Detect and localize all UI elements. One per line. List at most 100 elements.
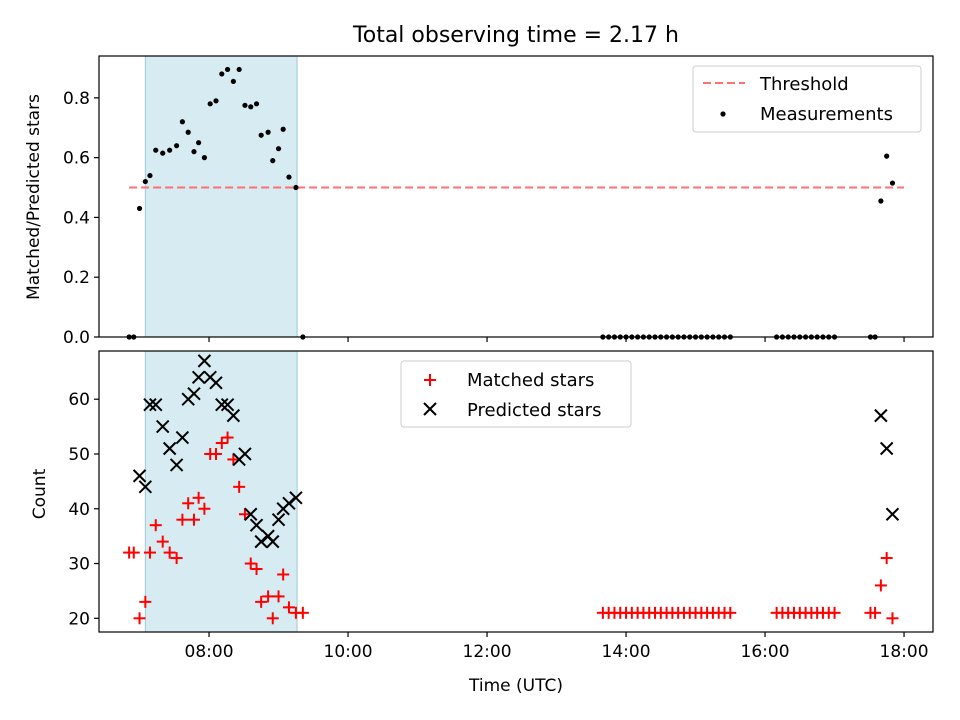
bottom-matched-stars-point: [227, 453, 240, 466]
bottom-predicted-stars-point: [226, 408, 241, 423]
bottom-matched-stars-point: [133, 612, 146, 625]
bottom-predicted-stars-point: [244, 507, 258, 521]
bottom-x-tick-label: 08:00: [185, 642, 234, 662]
top-measurements-point: [196, 140, 202, 146]
bottom-predicted-stars-point: [271, 513, 286, 527]
top-y-tick-label: 0.2: [63, 268, 90, 288]
bottom-y-tick-label: 40: [68, 500, 90, 520]
top-y-tick-label: 0.4: [63, 208, 90, 228]
bottom-matched-stars-point: [277, 568, 290, 581]
top-measurements-point: [878, 198, 884, 204]
bottom-panel-y-axis-label: Count: [30, 468, 50, 519]
top-measurements-point: [136, 205, 143, 212]
bottom-predicted-stars-point: [874, 408, 888, 423]
bottom-matched-stars-point: [272, 590, 285, 603]
bottom-predicted-stars-point: [238, 447, 252, 461]
bottom-matched-stars-point: [238, 508, 251, 521]
top-legend-threshold-label: Threshold: [759, 74, 849, 95]
bottom-y-tick-label: 60: [68, 390, 90, 410]
top-measurements-point: [293, 184, 299, 191]
top-measurements-point: [167, 147, 173, 153]
bottom-matched-stars-point: [724, 606, 737, 619]
bottom-matched-stars-point: [221, 431, 234, 444]
bottom-predicted-stars-point: [254, 534, 268, 549]
bottom-predicted-stars-point: [220, 397, 235, 412]
top-panel: 0.00.20.40.60.8 Matched/Predicted stars …: [24, 55, 934, 348]
bottom-matched-stars-point: [874, 579, 887, 592]
top-measurements-point: [142, 178, 148, 185]
bottom-predicted-stars-point: [132, 469, 147, 483]
top-panel-legend: Threshold Measurements: [692, 65, 922, 133]
top-measurements-point: [179, 119, 185, 125]
bottom-x-tick-label: 14:00: [602, 642, 651, 662]
bottom-predicted-stars-point: [156, 419, 170, 434]
bottom-panel-legend: Matched stars Predicted stars: [400, 360, 632, 428]
top-measurements-point: [270, 158, 276, 164]
bottom-predicted-stars-point: [289, 491, 303, 505]
bottom-predicted-stars-point: [191, 370, 206, 384]
bottom-matched-stars-point: [250, 563, 263, 576]
top-measurements-point: [280, 126, 286, 132]
top-legend-measurements-swatch: [720, 111, 726, 117]
top-panel-frame: [98, 55, 934, 338]
bottom-predicted-stars-point: [162, 441, 177, 456]
top-measurements-point: [191, 149, 197, 155]
top-panel-y-axis-label: Matched/Predicted stars: [24, 94, 44, 300]
bottom-matched-stars-point: [869, 606, 882, 619]
top-measurements-point: [265, 129, 271, 135]
top-measurements-point: [219, 71, 225, 77]
bottom-matched-stars-point: [215, 437, 228, 450]
bottom-predicted-stars-point: [175, 430, 190, 445]
bottom-matched-stars-point: [176, 513, 189, 526]
bottom-panel-frame: [98, 350, 934, 633]
top-measurements-point: [286, 174, 292, 180]
top-measurements-point: [275, 146, 282, 152]
bottom-panel: 08:00 10:00 12:00 14:00 16:00 18:00 20 30 40 50 6…: [30, 350, 934, 696]
bottom-predicted-stars-point: [215, 397, 229, 412]
top-y-tick-label: 0.0: [63, 328, 90, 348]
top-measurements-point: [207, 101, 213, 107]
bottom-matched-stars-point: [282, 601, 295, 614]
top-legend-measurements-label: Measurements: [760, 104, 893, 125]
bottom-predicted-stars-point: [266, 534, 280, 549]
bottom-predicted-stars-point: [879, 441, 894, 456]
bottom-panel-shaded-region: [145, 351, 298, 632]
bottom-matched-stars-point: [156, 535, 169, 548]
bottom-matched-stars-point: [255, 595, 268, 608]
top-measurements-point: [889, 180, 896, 186]
top-measurements-point: [884, 153, 890, 159]
bottom-x-tick-label: 18:00: [880, 642, 929, 662]
bottom-predicted-stars-point: [197, 354, 212, 368]
bottom-predicted-stars-point: [169, 458, 184, 472]
bottom-matched-stars-point: [244, 557, 257, 570]
bottom-legend-matched-label: Matched stars: [467, 370, 594, 391]
top-measurements-point: [147, 172, 153, 179]
bottom-matched-stars-point: [266, 612, 279, 625]
top-measurements-point: [248, 104, 254, 110]
top-measurements-point: [242, 102, 248, 108]
top-measurements-point: [201, 155, 208, 161]
bottom-matched-stars-point: [143, 546, 156, 559]
top-measurements-point: [185, 129, 191, 135]
bottom-predicted-stars-point: [149, 397, 163, 412]
top-measurements-point: [224, 66, 231, 73]
top-y-tick-label: 0.6: [63, 149, 90, 169]
bottom-matched-stars-point: [296, 606, 309, 619]
bottom-matched-stars-point: [198, 502, 211, 515]
bottom-predicted-stars-point: [187, 387, 201, 401]
top-measurements-point: [213, 98, 219, 104]
top-panel-shaded-region: [145, 56, 298, 337]
bottom-matched-stars-point: [262, 590, 275, 603]
bottom-legend-predicted-swatch: [423, 402, 437, 416]
bottom-matched-stars-point: [828, 606, 841, 619]
top-measurements-point: [230, 78, 236, 85]
top-measurements-point: [160, 150, 166, 156]
bottom-x-tick-label: 12:00: [463, 642, 512, 662]
bottom-legend-predicted-label: Predicted stars: [467, 400, 601, 421]
bottom-matched-stars-point: [886, 612, 899, 625]
bottom-matched-stars-point: [209, 447, 222, 460]
bottom-y-tick-label: 30: [68, 555, 90, 575]
bottom-predicted-stars-point: [209, 376, 223, 390]
bottom-matched-stars-point: [187, 513, 200, 526]
